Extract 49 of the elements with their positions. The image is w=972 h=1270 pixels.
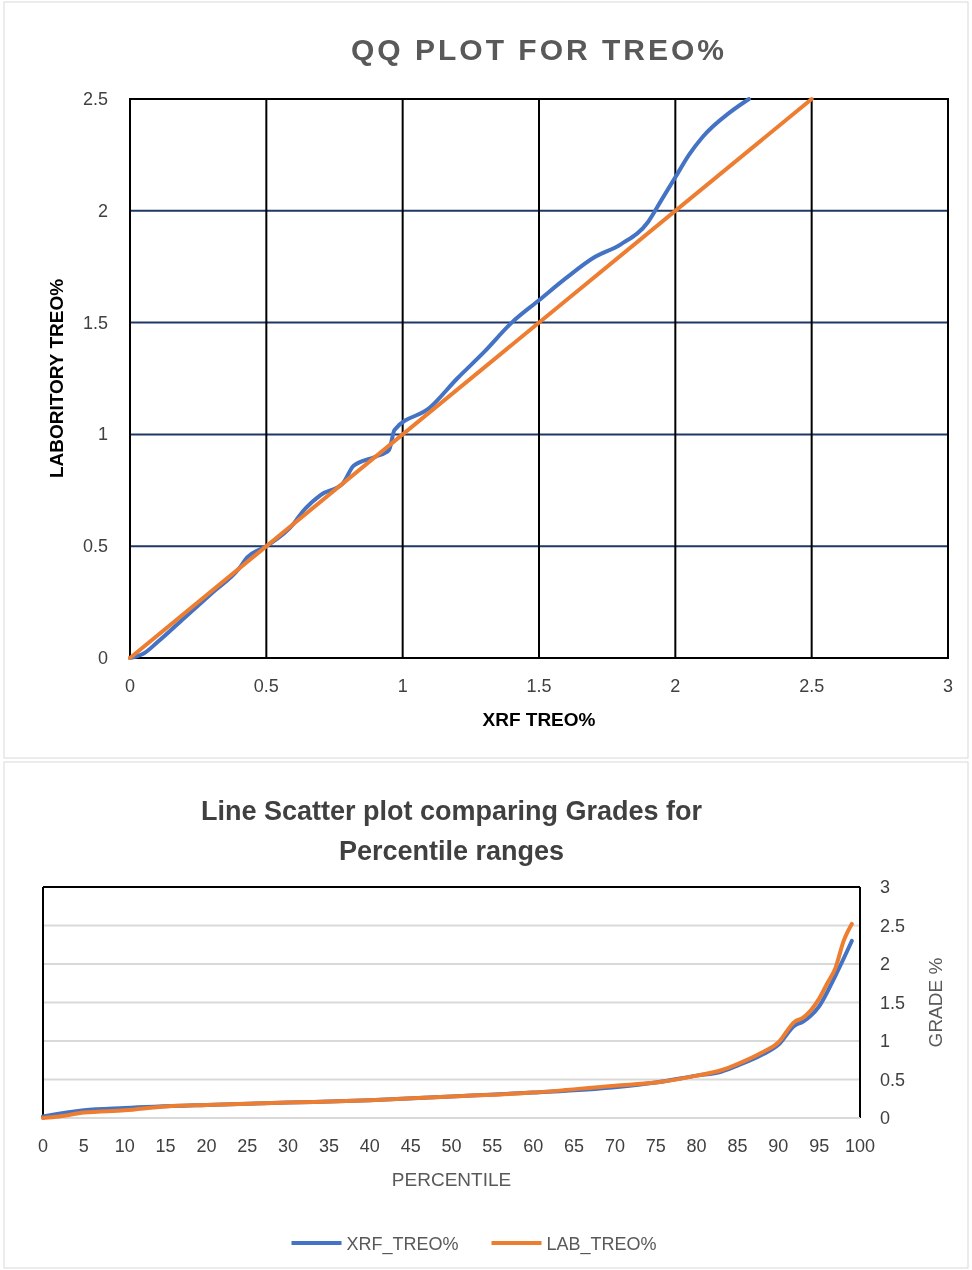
x-tick-label: 5 bbox=[78, 1136, 89, 1156]
x-tick-label: 50 bbox=[441, 1136, 462, 1156]
x-tick-label: 2 bbox=[670, 676, 681, 696]
x-tick-label: 15 bbox=[155, 1136, 176, 1156]
x-tick-label: 80 bbox=[686, 1136, 707, 1156]
x-tick-label: 25 bbox=[237, 1136, 258, 1156]
x-tick-label: 85 bbox=[727, 1136, 748, 1156]
x-tick-label: 3 bbox=[942, 676, 954, 696]
x-axis-title: PERCENTILE bbox=[391, 1169, 512, 1190]
x-tick-label: 20 bbox=[196, 1136, 217, 1156]
y-tick-label: 3 bbox=[880, 877, 891, 897]
x-tick-label: 10 bbox=[114, 1136, 135, 1156]
x-tick-label: 100 bbox=[844, 1136, 876, 1156]
x-tick-label: 65 bbox=[564, 1136, 585, 1156]
x-axis-title: XRF TREO% bbox=[482, 709, 596, 730]
y-tick-label: 0 bbox=[880, 1108, 891, 1128]
x-tick-label: 75 bbox=[645, 1136, 666, 1156]
x-tick-label: 95 bbox=[809, 1136, 830, 1156]
y-tick-label: 2.5 bbox=[82, 89, 108, 109]
x-tick-label: 90 bbox=[768, 1136, 789, 1156]
x-tick-label: 0.5 bbox=[253, 676, 279, 696]
chart-title: Line Scatter plot comparing Grades for Percentile ranges bbox=[200, 796, 703, 866]
y-tick-label: 1 bbox=[97, 424, 108, 445]
x-tick-label: 60 bbox=[523, 1136, 544, 1156]
y-tick-label: 2 bbox=[97, 200, 108, 221]
y-tick-label: 0 bbox=[97, 648, 108, 668]
x-tick-label: 35 bbox=[318, 1136, 339, 1156]
y-axis-title: LABORITORY TREO% bbox=[46, 278, 67, 479]
x-tick-label: 55 bbox=[482, 1136, 503, 1156]
y-axis-title: GRADE % bbox=[925, 957, 946, 1048]
y-tick-label: 2.5 bbox=[880, 915, 906, 936]
y-tick-label: 1 bbox=[880, 1031, 891, 1051]
y-tick-label: 1.5 bbox=[82, 312, 108, 333]
y-tick-label: 2 bbox=[880, 954, 891, 974]
legend-label: LAB_TREO% bbox=[546, 1234, 657, 1255]
x-tick-label: 45 bbox=[400, 1136, 421, 1156]
x-tick-label: 0 bbox=[37, 1136, 49, 1156]
x-tick-label: 1 bbox=[397, 676, 408, 696]
y-tick-label: 0.5 bbox=[880, 1069, 906, 1090]
x-tick-label: 2.5 bbox=[799, 676, 825, 696]
legend-label: XRF_TREO% bbox=[346, 1234, 459, 1255]
chart-title: QQ PLOT FOR TREO% bbox=[350, 33, 728, 66]
y-tick-label: 0.5 bbox=[82, 536, 108, 557]
x-tick-label: 30 bbox=[278, 1136, 299, 1156]
x-tick-label: 0 bbox=[124, 676, 136, 696]
x-tick-label: 1.5 bbox=[526, 676, 552, 696]
y-tick-label: 1.5 bbox=[880, 992, 906, 1013]
x-tick-label: 40 bbox=[359, 1136, 380, 1156]
x-tick-label: 70 bbox=[604, 1136, 625, 1156]
